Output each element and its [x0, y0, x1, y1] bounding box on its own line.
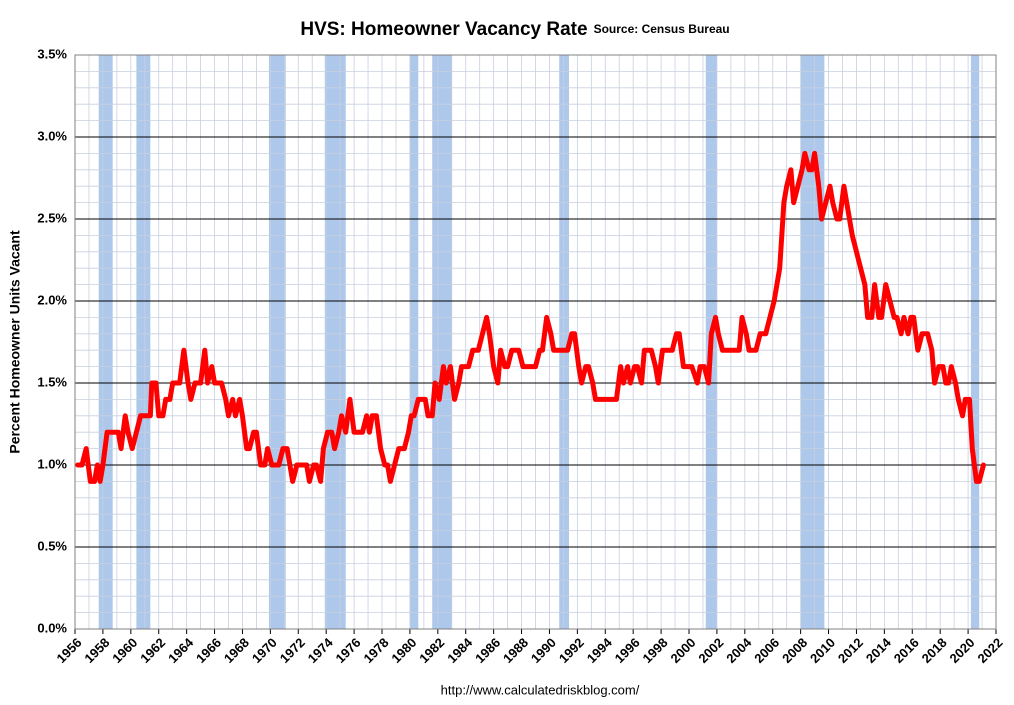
x-tick-label: 1962	[137, 635, 168, 666]
shaded-period	[136, 55, 151, 629]
y-tick-label: 2.5%	[37, 210, 67, 225]
x-tick-label: 1982	[416, 635, 447, 666]
x-tick-label: 1974	[305, 634, 337, 666]
x-tick-label: 1958	[81, 635, 112, 666]
shaded-period	[970, 55, 980, 629]
footer: http://www.calculatedriskblog.com/	[441, 682, 640, 697]
x-tick-label: 2020	[947, 635, 978, 666]
x-tick-label: 2000	[667, 635, 698, 666]
x-tick-label: 1970	[249, 635, 280, 666]
x-tick-label: 2010	[807, 635, 838, 666]
shaded-period	[559, 55, 569, 629]
shaded-period	[409, 55, 419, 629]
x-tick-label: 1984	[444, 634, 476, 666]
chart-subtitle: Source: Census Bureau	[594, 22, 730, 36]
y-tick-label: 0.0%	[37, 620, 67, 635]
x-tick-label: 2002	[695, 635, 726, 666]
x-tick-label: 2006	[751, 635, 782, 666]
chart-title: HVS: Homeowner Vacancy Rate	[300, 19, 587, 40]
y-tick-label: 0.5%	[37, 538, 67, 553]
y-tick-label: 2.0%	[37, 292, 67, 307]
x-tick-label: 1978	[360, 635, 391, 666]
x-tick-label: 1972	[277, 635, 308, 666]
chart-title-group: HVS: Homeowner Vacancy Rate Source: Censu…	[300, 19, 729, 40]
x-tick-label: 1976	[333, 635, 364, 666]
x-tick-label: 1992	[556, 635, 587, 666]
x-tick-label: 1964	[165, 634, 197, 666]
x-tick-label: 1980	[388, 635, 419, 666]
x-tick-label: 1994	[584, 634, 616, 666]
shaded-period	[800, 55, 825, 629]
shaded-period	[268, 55, 286, 629]
y-tick-label: 3.0%	[37, 128, 67, 143]
y-tick-label: 1.0%	[37, 456, 67, 471]
y-tick-label: 1.5%	[37, 374, 67, 389]
x-tick-label: 1996	[612, 635, 643, 666]
line-series	[75, 150, 986, 484]
x-tick-label: 2018	[919, 635, 950, 666]
shaded-period	[432, 55, 452, 629]
x-tick-label: 2014	[863, 634, 895, 666]
plot-border	[74, 54, 997, 630]
x-tick-label: 1998	[640, 635, 671, 666]
y-axis-label: Percent Homeowner Units Vacant	[7, 230, 23, 454]
x-tick-label: 2022	[974, 635, 1005, 666]
x-tick-label: 1986	[472, 635, 503, 666]
x-tick-label: 1960	[109, 635, 140, 666]
x-tick-label: 1988	[500, 635, 531, 666]
x-tick-label: 1968	[221, 635, 252, 666]
x-tick-label: 1966	[193, 635, 224, 666]
x-tick-label: 1990	[528, 635, 559, 666]
y-tick-label: 3.5%	[37, 46, 67, 61]
x-tick-label: 2008	[779, 635, 810, 666]
shaded-period	[324, 55, 346, 629]
x-tick-label: 2012	[835, 635, 866, 666]
x-tick-label: 2004	[723, 634, 755, 666]
shaded-period	[98, 55, 113, 629]
x-tick-label: 1956	[53, 635, 84, 666]
x-tick-label: 2016	[891, 635, 922, 666]
